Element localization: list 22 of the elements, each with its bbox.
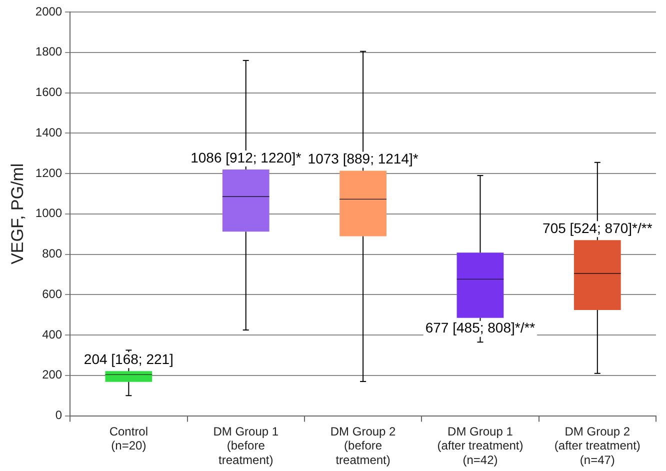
y-tick-label: 1600: [35, 85, 62, 100]
y-tick-label: 200: [42, 368, 62, 382]
y-tick-label: 1200: [35, 166, 62, 180]
y-axis-title: VEGF, PG/ml: [8, 163, 27, 264]
annotation: 1073 [889; 1214]*: [308, 150, 419, 167]
y-tick-label: 1400: [35, 125, 62, 140]
y-tick-label: 0: [55, 408, 62, 422]
y-tick-label: 800: [42, 246, 62, 261]
y-tick-label: 600: [42, 286, 62, 301]
annotation: 705 [524; 870]*/**: [542, 220, 653, 236]
annotation: 204 [168; 221]: [84, 351, 174, 368]
x-tick-label: DM Group 2 (before treatment): [330, 424, 396, 468]
y-tick-label: 1800: [35, 44, 62, 59]
x-tick-label: DM Group 2 (after treatment) (n=47): [554, 424, 640, 468]
y-tick-label: 2000: [35, 4, 62, 18]
y-tick-label: 400: [42, 327, 62, 342]
x-tick-label: Control (n=20): [109, 424, 148, 453]
annotation: 677 [485; 808]*/**: [425, 320, 536, 336]
x-tick-label: DM Group 1 (after treatment) (n=42): [437, 424, 524, 468]
x-tick-label: DM Group 1 (before treatment): [213, 424, 279, 468]
y-tick-label: 1000: [35, 206, 62, 220]
annotation: 1086 [912; 1220]*: [190, 149, 302, 166]
